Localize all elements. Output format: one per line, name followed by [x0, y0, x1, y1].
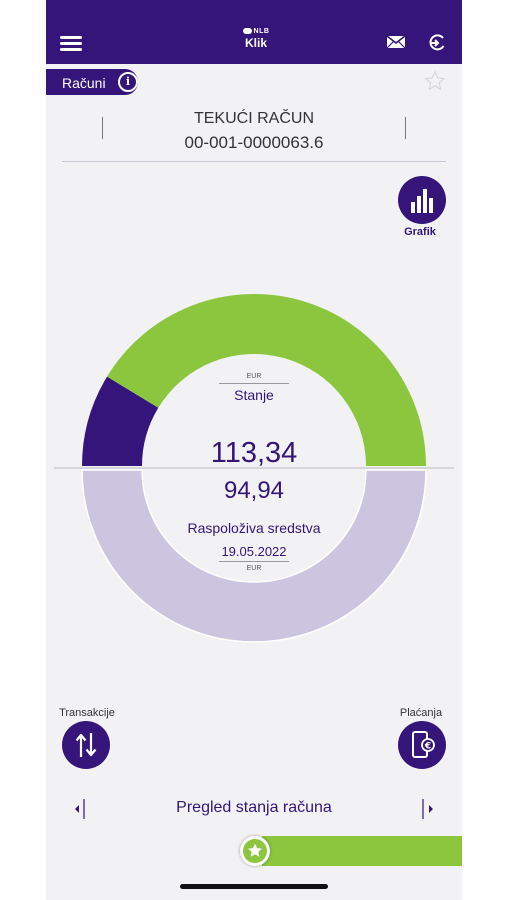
available-funds-ring: [81, 469, 427, 643]
top-bar: NLB Klik: [46, 0, 462, 64]
logo-brand: NLB: [253, 28, 270, 35]
next-view-arrow-icon[interactable]: [420, 798, 436, 820]
reserved-segment: [82, 376, 159, 466]
logout-icon[interactable]: [428, 33, 448, 53]
chart-button-label: Grafik: [404, 226, 436, 238]
hamburger-menu-icon[interactable]: [60, 36, 82, 52]
mail-icon[interactable]: [386, 34, 406, 50]
balance-value: 113,34: [210, 437, 298, 469]
favorites-handle-inner: [243, 839, 267, 863]
mobile-payment-icon: €: [412, 731, 435, 758]
balance-currency: EUR: [246, 373, 262, 380]
balance-segment: [107, 293, 427, 466]
previous-view-arrow-icon[interactable]: [72, 798, 88, 820]
account-type: TEKUĆI RAČUN: [193, 110, 314, 127]
payments-button[interactable]: €: [398, 721, 446, 769]
accounts-tab-label: Računi: [62, 75, 106, 91]
nlb-klik-logo: NLB Klik: [224, 28, 288, 56]
balance-date: 19.05.2022: [221, 544, 287, 559]
transfer-arrows-icon: [75, 733, 97, 757]
balance-label: Stanje: [234, 387, 274, 403]
balance-gauge: [54, 293, 454, 643]
favorites-handle[interactable]: [240, 836, 270, 866]
logo-name: Klik: [244, 36, 267, 50]
transactions-label: Transakcije: [59, 707, 115, 719]
available-currency: EUR: [246, 565, 262, 572]
favorite-star-icon[interactable]: [424, 70, 446, 92]
balance-currency-divider: [219, 383, 289, 384]
transactions-button[interactable]: [62, 721, 110, 769]
svg-text:€: €: [424, 742, 431, 752]
star-icon: [248, 843, 262, 857]
available-value: 94,94: [223, 477, 285, 504]
account-scroll-right-divider: [405, 117, 406, 139]
payments-label: Plaćanja: [399, 707, 443, 719]
info-icon[interactable]: i: [118, 72, 138, 92]
available-currency-divider: [219, 561, 289, 562]
chart-button[interactable]: [398, 176, 446, 224]
bar-chart-icon: [411, 189, 433, 213]
account-header-divider: [62, 161, 446, 162]
favorites-bar[interactable]: [262, 836, 462, 866]
view-title: Pregled stanja računa: [176, 799, 332, 816]
account-scroll-left-divider: [102, 117, 103, 139]
account-number: 00-001-0000063.6: [184, 133, 324, 152]
accounts-tab[interactable]: Računi i: [46, 69, 138, 95]
home-indicator: [180, 884, 328, 889]
available-label: Raspoloživa sredstva: [187, 520, 321, 536]
app-screen: NLB Klik Računi i TEKUĆI RAČUN 00-001-00…: [46, 0, 462, 900]
